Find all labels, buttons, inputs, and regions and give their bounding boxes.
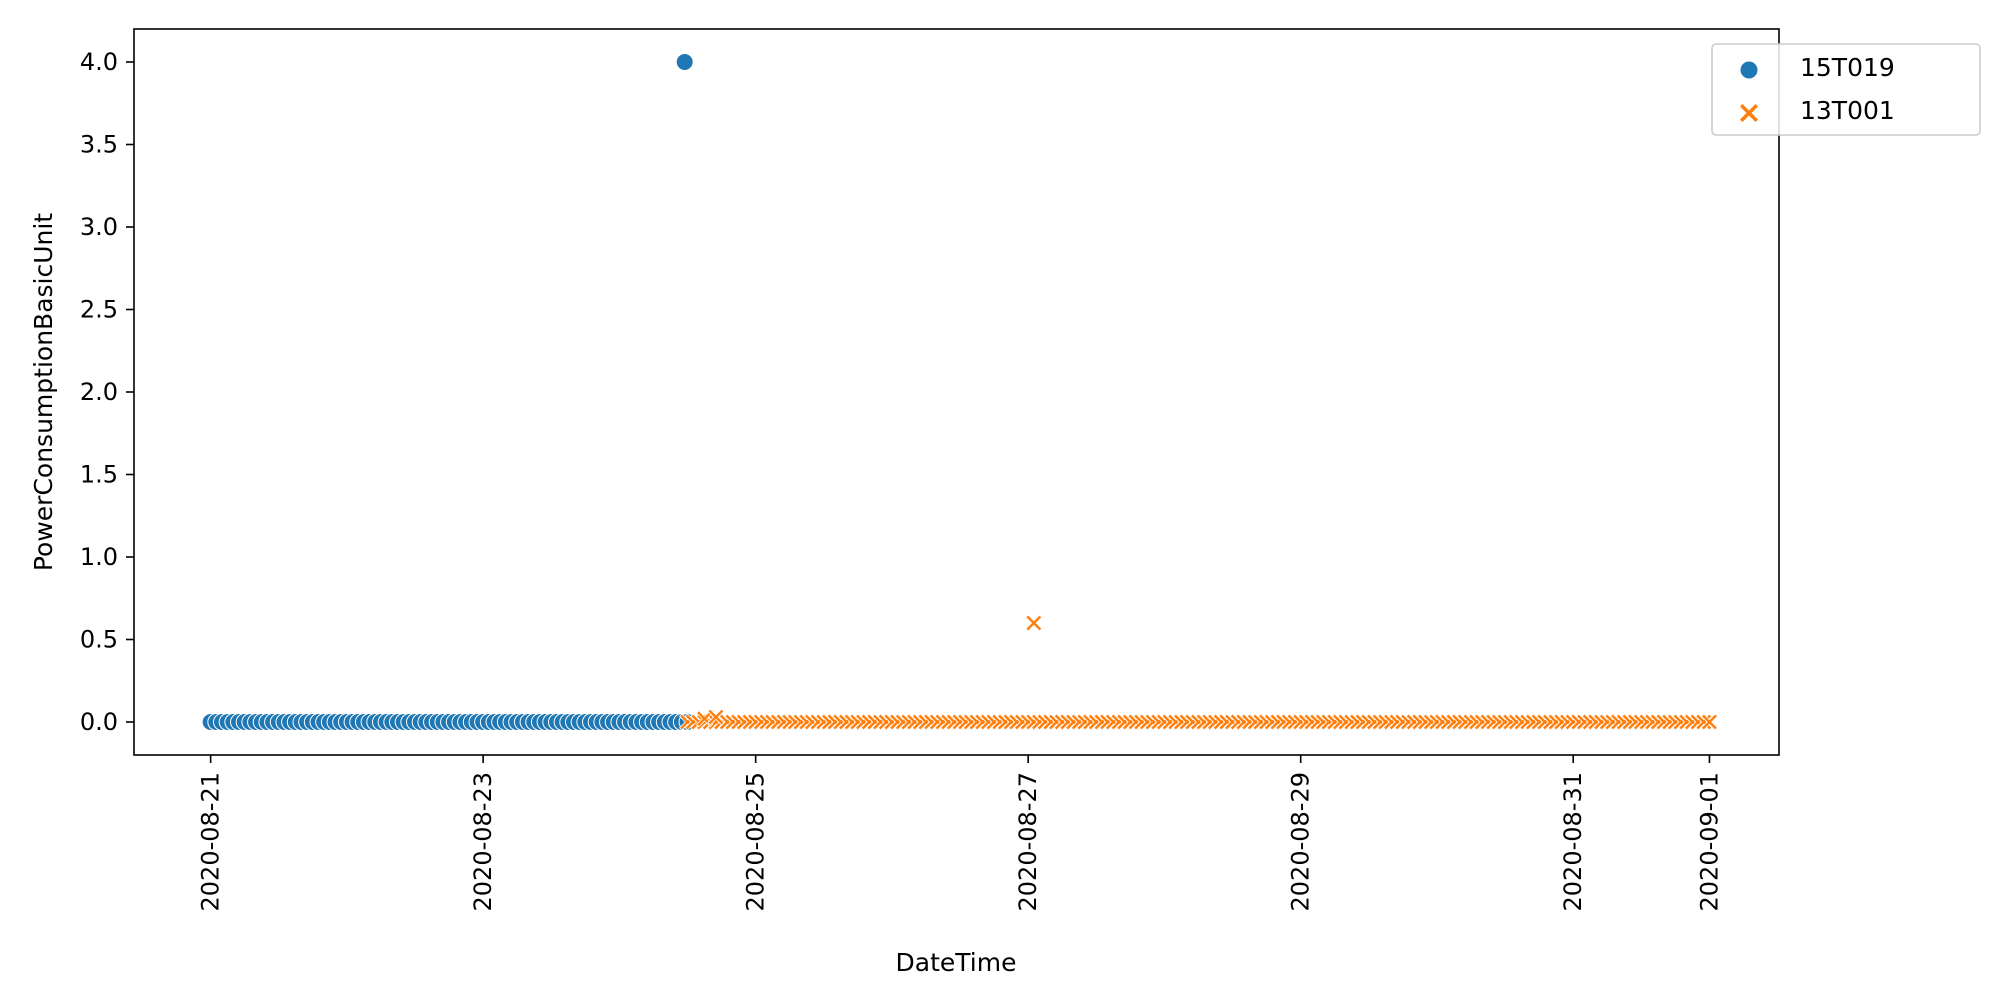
series-13T001	[678, 614, 1719, 731]
y-tick-label: 2.0	[80, 378, 118, 406]
data-point	[1700, 713, 1719, 731]
y-tick-label: 1.5	[80, 461, 118, 489]
x-tick-label: 2020-08-25	[742, 772, 770, 911]
x-tick-label: 2020-09-01	[1695, 772, 1723, 911]
y-tick-label: 3.0	[80, 213, 118, 241]
x-tick-label: 2020-08-29	[1287, 772, 1315, 911]
y-tick-label: 4.0	[80, 48, 118, 76]
legend-frame	[1711, 43, 1981, 136]
legend-marker-circle	[1739, 60, 1759, 80]
data-point	[1025, 614, 1043, 632]
x-axis-ticks: 2020-08-21 2020-08-23 2020-08-25 2020-08-27…	[197, 755, 1723, 911]
x-axis-label: DateTime	[896, 948, 1017, 977]
y-axis-ticks: 0.0 0.5 1.0 1.5 2.0 2.5 3.0 3.5 4.0	[80, 48, 134, 736]
x-tick-label: 2020-08-21	[197, 772, 225, 911]
y-tick-label: 1.0	[80, 543, 118, 571]
y-tick-label: 2.5	[80, 296, 118, 324]
x-tick-label: 2020-08-23	[469, 772, 497, 911]
legend-entry-15T019: 15T019	[1800, 53, 1895, 82]
y-tick-label: 3.5	[80, 131, 118, 159]
data-point	[675, 53, 694, 71]
series-15T019	[201, 53, 697, 731]
y-tick-label: 0.5	[80, 626, 118, 654]
legend: 15T019 13T001	[1711, 43, 1981, 136]
legend-entry-13T001: 13T001	[1800, 96, 1895, 125]
y-tick-label: 0.0	[80, 708, 118, 736]
x-tick-label: 2020-08-31	[1559, 772, 1587, 911]
legend-marker-x	[1740, 104, 1758, 122]
y-axis-label: PowerConsumptionBasicUnit	[29, 213, 58, 571]
x-tick-label: 2020-08-27	[1014, 772, 1042, 911]
data-points	[201, 53, 1719, 731]
data-point	[707, 708, 725, 726]
